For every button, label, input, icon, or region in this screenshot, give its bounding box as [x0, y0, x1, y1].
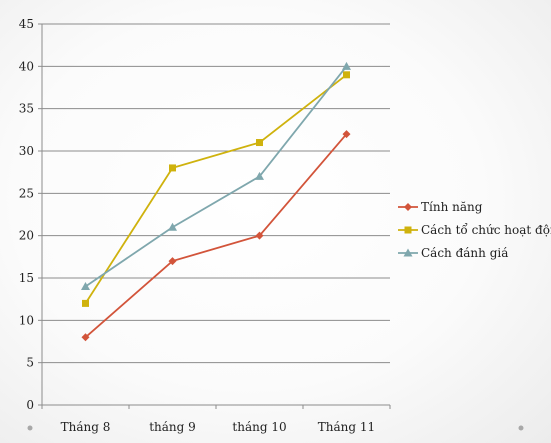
slide-dot-right — [518, 425, 524, 431]
series-1 — [81, 130, 351, 342]
x-tick-label: Tháng 8 — [61, 420, 111, 434]
data-point — [168, 257, 177, 266]
legend-marker — [404, 203, 412, 211]
legend-item: Cách tổ chức hoạt động — [398, 222, 551, 237]
series-line — [84, 133, 348, 338]
legend-label: Cách tổ chức hoạt động — [421, 222, 551, 237]
data-point — [343, 71, 350, 79]
legend-item: Cách đánh giá — [398, 246, 508, 260]
legend: Tính năng Cách tổ chức hoạt động Cách đánh… — [398, 200, 551, 260]
y-tick-label: 0 — [26, 398, 34, 412]
legend-label: Cách đánh giá — [421, 246, 508, 260]
series-group — [81, 61, 351, 342]
series-3 — [81, 61, 351, 290]
slide-dot-left — [27, 425, 33, 431]
data-point — [169, 164, 176, 172]
legend-marker — [404, 226, 412, 234]
data-point — [82, 299, 89, 307]
legend-item: Tính năng — [398, 200, 483, 214]
gridlines — [42, 23, 390, 364]
series-line — [84, 74, 348, 304]
data-point — [342, 130, 351, 139]
y-tick-label: 40 — [19, 59, 34, 73]
y-tick-label: 15 — [19, 271, 34, 285]
x-tick-label: tháng 9 — [149, 420, 196, 434]
y-tick-label: 35 — [19, 102, 34, 116]
series-line — [84, 65, 348, 288]
y-tick-label: 10 — [19, 313, 34, 327]
x-tick-label: tháng 10 — [232, 420, 286, 434]
y-tick-label: 20 — [19, 229, 34, 243]
legend-marker — [403, 248, 413, 257]
y-axis-ticks: 0 5 10 15 20 25 30 35 40 45 — [19, 17, 42, 412]
y-tick-label: 30 — [19, 144, 34, 158]
x-tick-label: Tháng 11 — [318, 420, 375, 434]
data-point — [81, 281, 90, 290]
data-point — [255, 231, 264, 240]
series-2 — [82, 71, 350, 307]
data-point — [342, 61, 351, 70]
data-point — [168, 222, 177, 231]
x-axis-ticks: Tháng 8 tháng 9 tháng 10 Tháng 11 — [41, 405, 391, 434]
data-point — [255, 171, 264, 180]
data-point — [81, 333, 90, 342]
y-tick-label: 25 — [19, 186, 34, 200]
y-tick-label: 45 — [19, 17, 34, 31]
data-point — [256, 139, 263, 147]
y-tick-label: 5 — [26, 356, 34, 370]
legend-label: Tính năng — [421, 200, 483, 214]
